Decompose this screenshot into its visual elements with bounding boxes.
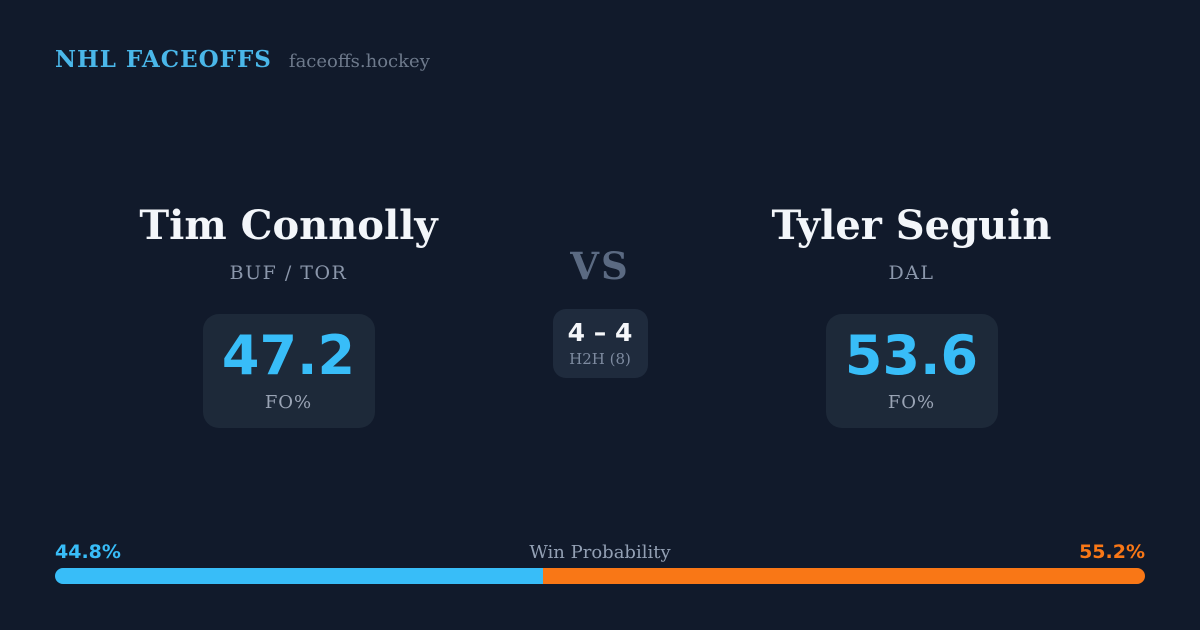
win-bar-left — [55, 568, 544, 584]
win-probability-labels: 44.8% Win Probability 55.2% — [55, 541, 1145, 563]
site-domain: faceoffs.hockey — [288, 51, 430, 72]
player-teams-right: DAL — [888, 262, 935, 284]
fo-stat-box-right: 53.6 FO% — [825, 314, 998, 428]
player-card-left: Tim Connolly BUF / TOR 47.2 FO% — [138, 203, 439, 428]
brand-title: NHL FACEOFFS — [55, 46, 272, 73]
fo-percentage-label-left: FO% — [264, 392, 313, 413]
win-probability-bar — [55, 568, 1145, 584]
fo-percentage-value-right: 53.6 — [844, 324, 979, 387]
fo-stat-box-left: 47.2 FO% — [202, 314, 375, 428]
h2h-box: 4 – 4 H2H (8) — [552, 309, 648, 378]
header: NHL FACEOFFS faceoffs.hockey — [55, 46, 430, 73]
win-prob-title: Win Probability — [529, 542, 671, 563]
vs-column: VS 4 – 4 H2H (8) — [540, 248, 660, 378]
fo-percentage-value-left: 47.2 — [221, 324, 356, 387]
player-card-right: Tyler Seguin DAL 53.6 FO% — [761, 203, 1062, 428]
h2h-score: 4 – 4 — [567, 317, 633, 347]
h2h-games-label: H2H (8) — [569, 349, 631, 368]
player-name-right: Tyler Seguin — [771, 202, 1052, 249]
player-name-left: Tim Connolly — [139, 202, 438, 249]
vs-label: VS — [570, 244, 630, 288]
win-bar-right — [543, 568, 1145, 584]
player-teams-left: BUF / TOR — [229, 262, 348, 284]
fo-percentage-label-right: FO% — [887, 392, 936, 413]
win-prob-right-pct: 55.2% — [1079, 541, 1145, 563]
win-prob-left-pct: 44.8% — [55, 541, 121, 563]
